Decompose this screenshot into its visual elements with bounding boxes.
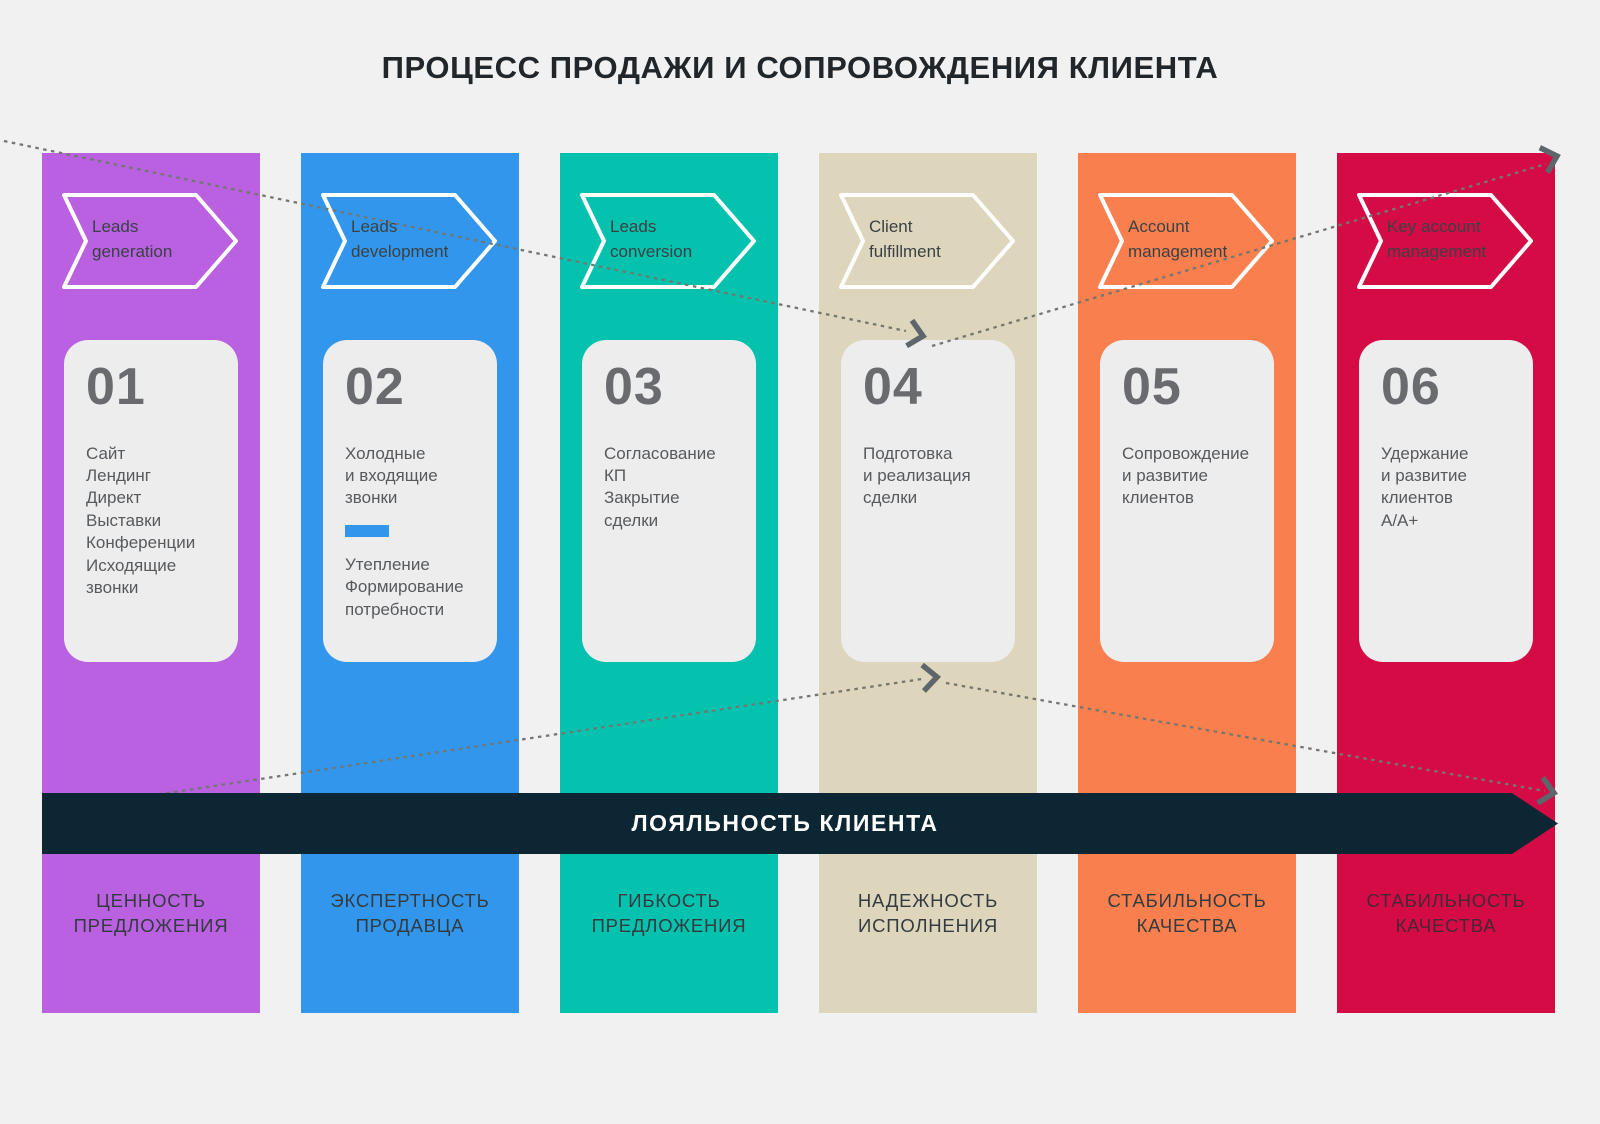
stage-phase-label: Client fulfillment: [869, 217, 941, 261]
stage-footer-label: ГИБКОСТЬ ПРЕДЛОЖЕНИЯ: [591, 890, 747, 936]
stage-number: 03: [604, 358, 664, 416]
stage-footer-label: СТАБИЛЬНОСТЬ КАЧЕСТВА: [1366, 890, 1526, 936]
stage-phase-label: Key account management: [1387, 217, 1487, 261]
stage-column-5: Account management 05 Сопровождение и ра…: [1078, 153, 1296, 1013]
stage-footer-label: ЭКСПЕРТНОСТЬ ПРОДАВЦА: [330, 890, 490, 936]
stage-phase-label: Leads generation: [92, 217, 173, 261]
stage-number: 02: [345, 358, 405, 416]
stage-card: 05 Сопровождение и развитие клиентов: [1100, 340, 1274, 662]
stage-phase-label: Leads conversion: [610, 217, 693, 261]
stage-column-4: Client fulfillment 04 Подготовка и реали…: [819, 153, 1037, 1013]
stage-items: Холодные и входящие звонки: [345, 443, 438, 508]
stage-footer-label: СТАБИЛЬНОСТЬ КАЧЕСТВА: [1107, 890, 1267, 936]
stage-items: Удержание и развитие клиентов А/А+: [1381, 443, 1469, 530]
stage-card: 02 Холодные и входящие звонки Утепление …: [323, 340, 497, 662]
stage-column-2: Leads development 02 Холодные и входящие…: [301, 153, 519, 1013]
divider-bar: [345, 524, 389, 537]
stage-number: 04: [863, 358, 923, 416]
stage-number: 01: [86, 358, 146, 416]
stage-card: 06 Удержание и развитие клиентов А/А+: [1359, 340, 1533, 662]
stage-footer-label: ЦЕННОСТЬ ПРЕДЛОЖЕНИЯ: [73, 890, 229, 936]
stage-items: Подготовка и реализация сделки: [863, 443, 971, 508]
stage-card: 04 Подготовка и реализация сделки: [841, 340, 1015, 662]
loyalty-banner-label: ЛОЯЛЬНОСТЬ КЛИЕНТА: [631, 810, 939, 836]
stage-column-1: Leads generation 01 Сайт Лендинг Директ …: [42, 153, 260, 1013]
loyalty-banner: ЛОЯЛЬНОСТЬ КЛИЕНТА: [42, 793, 1558, 854]
stage-column-6: Key account management 06 Удержание и ра…: [1337, 153, 1555, 1013]
stage-number: 05: [1122, 358, 1182, 416]
stage-card: 03 Согласование КП Закрытие сделки: [582, 340, 756, 662]
stage-footer-label: НАДЕЖНОСТЬ ИСПОЛНЕНИЯ: [857, 890, 999, 936]
stage-phase-label: Account management: [1128, 217, 1228, 261]
page-title: ПРОЦЕСС ПРОДАЖИ И СОПРОВОЖДЕНИЯ КЛИЕНТА: [381, 50, 1219, 85]
stage-items: Сайт Лендинг Директ Выставки Конференции…: [86, 443, 196, 598]
stage-number: 06: [1381, 358, 1441, 416]
stage-column-3: Leads conversion 03 Согласование КП Закр…: [560, 153, 778, 1013]
stage-phase-label: Leads development: [351, 217, 449, 261]
stage-items-secondary: Утепление Формирование потребности: [345, 554, 464, 619]
stage-items: Согласование КП Закрытие сделки: [604, 443, 716, 530]
stage-items: Сопровождение и развитие клиентов: [1122, 443, 1250, 508]
stage-card: 01 Сайт Лендинг Директ Выставки Конферен…: [64, 340, 238, 662]
